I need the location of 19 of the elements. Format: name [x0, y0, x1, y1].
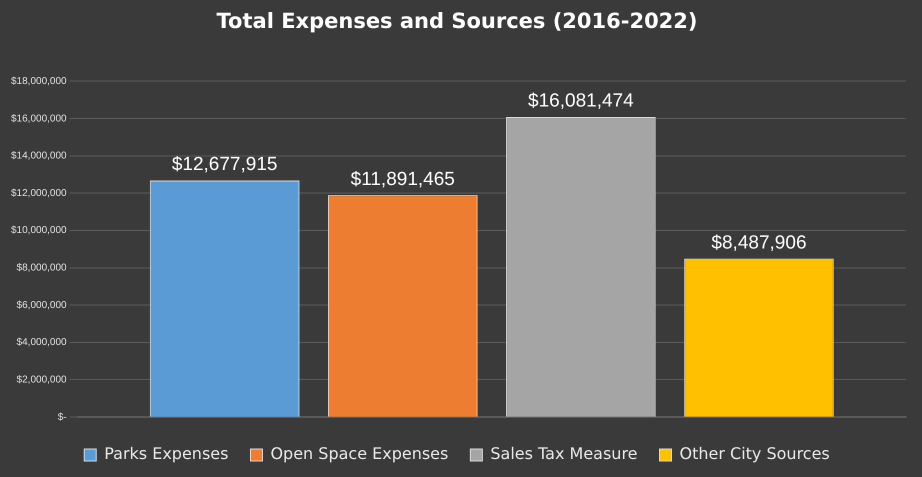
chart-title: Total Expenses and Sources (2016-2022) — [216, 9, 698, 34]
y-tick-label: $2,000,000 — [16, 374, 68, 386]
legend-label: Sales Tax Measure — [490, 444, 638, 464]
y-tick-label: $12,000,000 — [10, 188, 68, 199]
y-tick-label: $- — [58, 412, 67, 423]
data-label: $12,677,915 — [172, 154, 278, 176]
data-label: $11,891,465 — [350, 168, 455, 190]
y-tick-label: $8,000,000 — [16, 262, 68, 274]
y-tick-label: $16,000,000 — [10, 113, 68, 124]
data-label: $16,081,474 — [528, 90, 634, 112]
legend-label: Parks Expenses — [104, 444, 228, 464]
y-tick-label: $14,000,000 — [10, 150, 68, 162]
legend-label: Open Space Expenses — [270, 444, 448, 464]
y-tick-label: $10,000,000 — [10, 225, 68, 236]
y-tick-label: $6,000,000 — [16, 300, 68, 311]
legend-label: Other City Sources — [680, 444, 830, 464]
data-label: $8,487,906 — [711, 232, 807, 254]
y-tick-label: $4,000,000 — [16, 337, 68, 348]
y-tick-label: $18,000,000 — [10, 76, 68, 87]
